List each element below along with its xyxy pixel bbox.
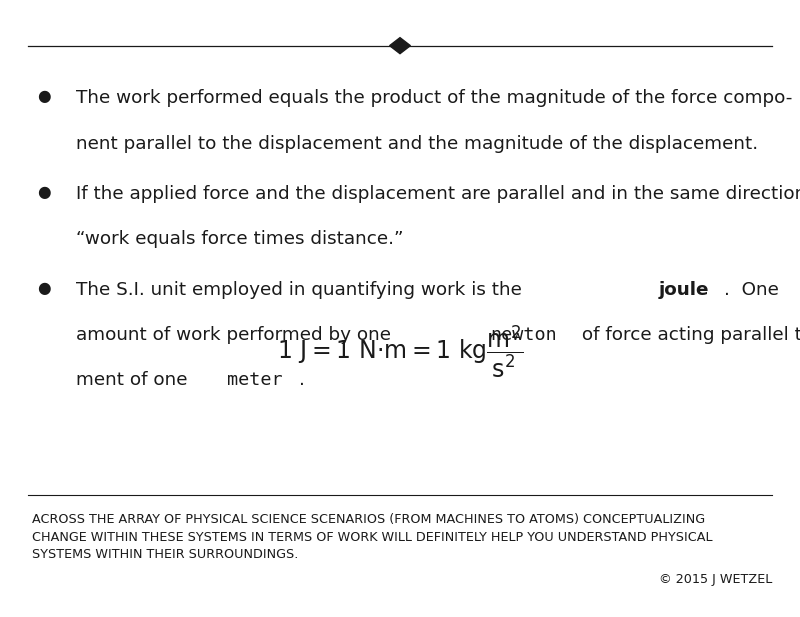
Text: $\mathdefault{1\ J = 1\ N{\cdot}m = 1\ kg\dfrac{m^2}{s^2}}$: $\mathdefault{1\ J = 1\ N{\cdot}m = 1\ k… [277, 323, 523, 380]
Text: CHANGE WITHIN THESE SYSTEMS IN TERMS OF WORK WILL DEFINITELY HELP YOU UNDERSTAND: CHANGE WITHIN THESE SYSTEMS IN TERMS OF … [32, 531, 713, 544]
Text: newton: newton [490, 326, 557, 344]
Text: SYSTEMS WITHIN THEIR SURROUNDINGS.: SYSTEMS WITHIN THEIR SURROUNDINGS. [32, 548, 298, 561]
Text: If the applied force and the displacement are parallel and in the same direction: If the applied force and the displacemen… [76, 185, 800, 203]
Text: ACROSS THE ARRAY OF PHYSICAL SCIENCE SCENARIOS (FROM MACHINES TO ATOMS) CONCEPTU: ACROSS THE ARRAY OF PHYSICAL SCIENCE SCE… [32, 513, 705, 526]
Text: The S.I. unit employed in quantifying work is the: The S.I. unit employed in quantifying wo… [76, 281, 528, 299]
Text: .  One: . One [724, 281, 785, 299]
Text: ●: ● [37, 185, 51, 200]
Text: of force acting parallel to a displace-: of force acting parallel to a displace- [576, 326, 800, 344]
Text: amount of work performed by one: amount of work performed by one [76, 326, 397, 344]
Polygon shape [390, 38, 410, 54]
Text: nent parallel to the displacement and the magnitude of the displacement.: nent parallel to the displacement and th… [76, 135, 758, 152]
Text: ●: ● [37, 281, 51, 296]
Text: .: . [299, 371, 305, 389]
Text: meter: meter [227, 371, 283, 389]
Text: “work equals force times distance.”: “work equals force times distance.” [76, 230, 403, 248]
Text: © 2015 J WETZEL: © 2015 J WETZEL [658, 573, 772, 586]
Text: The work performed equals the product of the magnitude of the force compo-: The work performed equals the product of… [76, 89, 792, 107]
Text: ●: ● [37, 89, 51, 104]
Text: joule: joule [659, 281, 710, 299]
Text: ment of one: ment of one [76, 371, 194, 389]
